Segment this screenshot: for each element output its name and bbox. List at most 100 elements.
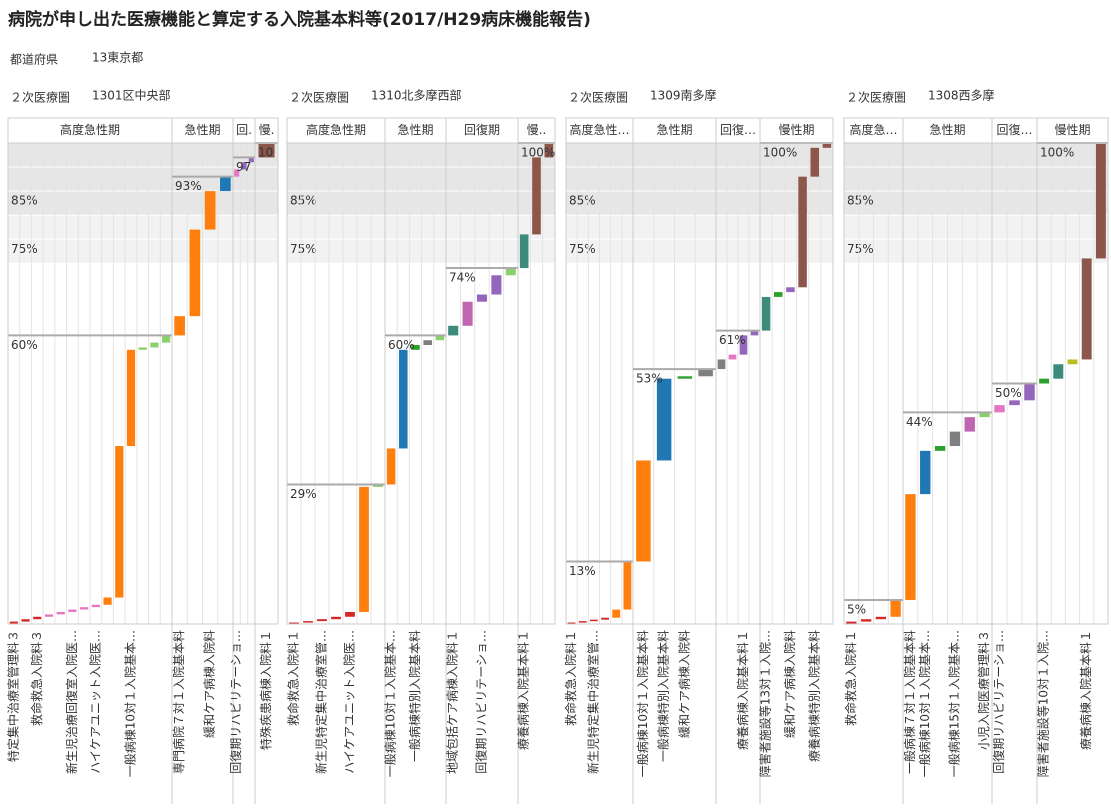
x-tick-label: 障害者施設等13対１入院… (758, 630, 773, 777)
region-label: ２次医療圏 (846, 91, 906, 105)
bar (677, 376, 693, 379)
x-tick-label: 回復期リハビリテーショ… (991, 630, 1006, 774)
group-header: 高度急性期 (60, 122, 120, 137)
x-tick-label: 新生児治療回復室入院医… (64, 630, 79, 774)
bar (204, 191, 216, 230)
bar (979, 412, 990, 418)
bar (949, 431, 961, 447)
bar (162, 335, 171, 343)
bar (21, 619, 30, 622)
bar (934, 446, 946, 451)
bar (1053, 364, 1064, 379)
x-tick-label: 一般病棟特別入院基本料 (656, 630, 671, 762)
group-total-label: 61% (719, 333, 746, 347)
x-tick-label: 一般病棟７対１入院基本料 (902, 630, 917, 774)
bar (1081, 258, 1092, 360)
panel-border (565, 117, 834, 625)
bar (103, 597, 112, 605)
bar (80, 607, 89, 610)
bar (1039, 378, 1050, 384)
panel-border (286, 117, 556, 625)
bar (289, 622, 299, 625)
bar (698, 369, 713, 377)
band-label: 85% (290, 194, 317, 208)
group-total-label: 74% (449, 271, 476, 285)
bar (798, 176, 807, 288)
group-total-label: 100% (521, 146, 555, 160)
x-tick-label: 一般病棟10対１入院基本… (383, 630, 398, 777)
x-tick-label: 救命救急入院料３ (29, 630, 44, 726)
bar (234, 169, 240, 177)
bar (567, 622, 576, 625)
bar (386, 448, 396, 485)
bar (115, 446, 124, 598)
region-label: ２次医療圏 (10, 91, 70, 105)
bar (248, 157, 254, 163)
bar (1009, 400, 1020, 406)
bar (505, 268, 516, 276)
bar (33, 616, 42, 620)
bar (846, 621, 857, 624)
bar (399, 349, 408, 449)
x-tick-label: 一般病棟10対１入院基本料 (635, 630, 650, 777)
group-header: 慢.. (527, 123, 547, 137)
group-header: 急性期 (656, 122, 692, 137)
x-tick-label: 療養病棟入院基本料１ (516, 630, 531, 750)
x-tick-label: 緩和ケア病棟入院料 (782, 630, 797, 738)
x-tick-label: 一般病棟特別入院基本料 (407, 630, 422, 762)
x-tick-label: 療養病棟入院基本料１ (1078, 630, 1093, 750)
bar (68, 609, 77, 612)
x-tick-label: 一般病棟10対１入院基本… (123, 630, 138, 777)
filter-value: 13東京都 (92, 51, 143, 65)
x-tick-label: 緩和ケア病棟入院料 (202, 630, 217, 738)
bar (532, 157, 541, 235)
bar (544, 143, 554, 158)
title: 病院が申し出た医療機能と算定する入院基本料等(2017/H29病床機能報告) (8, 9, 591, 30)
x-tick-label: ハイケアユニット入院医… (343, 630, 357, 774)
bar (822, 143, 832, 148)
bar (728, 354, 737, 360)
bar (920, 450, 931, 495)
bar (491, 275, 502, 295)
bar (9, 621, 18, 624)
x-tick-label: 療養病棟特別入院基本料 (806, 630, 821, 762)
group-header: 急性期 (184, 122, 220, 137)
bar (138, 347, 147, 350)
bar (56, 611, 65, 615)
bar (750, 330, 759, 336)
bar (1095, 143, 1106, 259)
band-label: 85% (11, 194, 38, 208)
group-total-label: 53% (636, 372, 663, 386)
bar (373, 484, 383, 487)
bar (411, 345, 420, 350)
bar (739, 335, 748, 355)
x-tick-label: 救命救急入院料１ (286, 630, 301, 726)
bar (1067, 359, 1078, 365)
bar (860, 619, 872, 622)
bar (519, 234, 529, 269)
group-header: 慢. (259, 123, 275, 137)
group-total-label: 10 (258, 146, 273, 160)
group-header: 回復期 (464, 122, 500, 137)
group-total-label: 29% (290, 487, 317, 501)
group-header: 急性期 (397, 122, 433, 137)
group-header: 高度急… (849, 122, 897, 137)
panel-border (843, 117, 1109, 625)
group-total-label: 50% (995, 386, 1022, 400)
panel-border (7, 117, 279, 625)
bar (810, 147, 820, 177)
group-total-label: 97 (236, 160, 251, 174)
x-tick-label: 専門病院７対１入院基本料 (171, 630, 186, 774)
bar (150, 342, 159, 348)
band-label: 75% (569, 242, 596, 256)
bar (786, 287, 795, 293)
bar (717, 359, 726, 370)
x-tick-label: 一般病棟15対１入院基本… (946, 630, 961, 777)
x-tick-label: 障害者施設等10対１入院… (1036, 630, 1051, 777)
bar (1024, 383, 1035, 401)
bar (994, 405, 1005, 413)
group-total-label: 100% (1040, 146, 1074, 160)
region-name: 1309南多摩 (650, 88, 717, 103)
bar (761, 296, 771, 331)
